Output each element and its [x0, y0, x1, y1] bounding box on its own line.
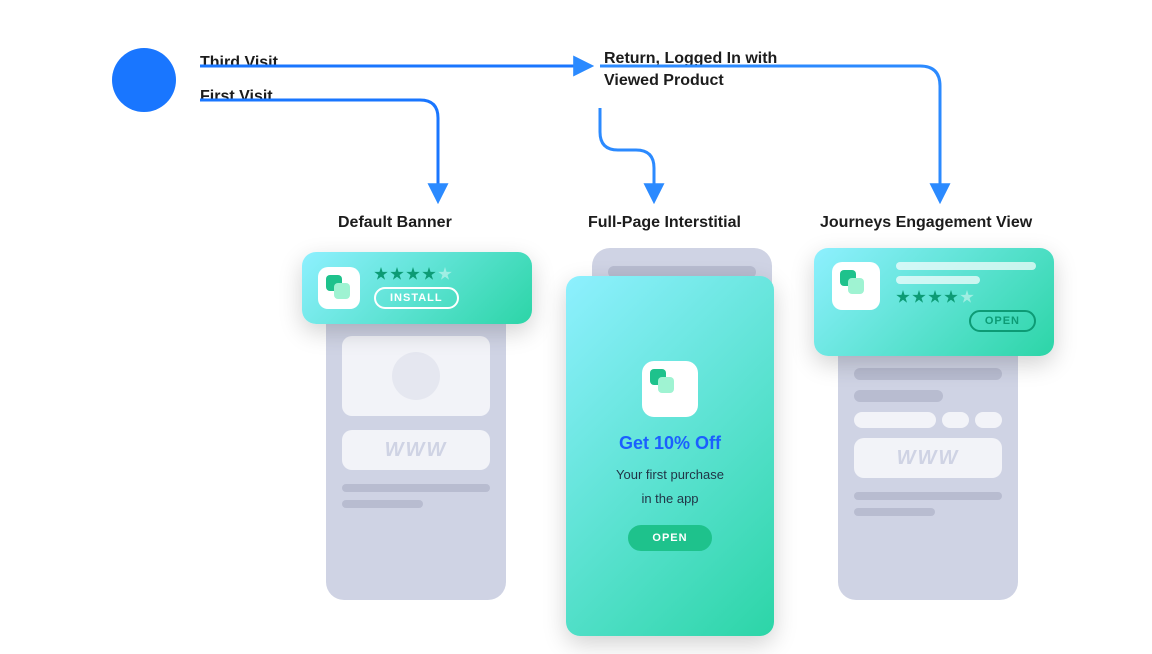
placeholder-line	[896, 276, 980, 284]
placeholder-image	[342, 336, 490, 416]
rating-stars	[896, 290, 1036, 304]
placeholder-line	[896, 262, 1036, 270]
interstitial-headline: Get 10% Off	[619, 433, 721, 454]
open-banner-card[interactable]: OPEN	[814, 248, 1054, 356]
placeholder-line	[342, 484, 490, 492]
user-origin-dot	[112, 48, 176, 112]
heading-default-banner: Default Banner	[338, 214, 452, 232]
return-to-fullpage	[600, 108, 654, 200]
app-icon	[318, 267, 360, 309]
placeholder-line	[342, 500, 423, 508]
www-placeholder: WWW	[854, 438, 1002, 478]
fullpage-interstitial-card[interactable]: Get 10% Off Your first purchase in the a…	[566, 276, 774, 636]
label-return-line1: Return, Logged In with	[604, 50, 777, 68]
open-button[interactable]: OPEN	[628, 525, 711, 551]
open-button[interactable]: OPEN	[969, 310, 1036, 332]
heading-journeys: Journeys Engagement View	[820, 214, 1032, 232]
label-return-line2: Viewed Product	[604, 72, 724, 90]
interstitial-sub1: Your first purchase	[616, 466, 724, 484]
label-third-visit: Third Visit	[200, 54, 278, 72]
app-icon	[832, 262, 880, 310]
first-visit-arrow	[200, 100, 438, 200]
rating-stars	[374, 267, 452, 281]
install-banner-card[interactable]: INSTALL	[302, 252, 532, 324]
placeholder-line	[854, 368, 1002, 380]
placeholder-line	[854, 492, 1002, 500]
placeholder-line	[854, 508, 935, 516]
www-placeholder: WWW	[342, 430, 490, 470]
interstitial-sub2: in the app	[641, 490, 698, 508]
app-icon	[642, 361, 698, 417]
placeholder-line	[854, 390, 943, 402]
placeholder-pills	[854, 412, 1002, 428]
heading-fullpage: Full-Page Interstitial	[588, 214, 741, 232]
install-button[interactable]: INSTALL	[374, 287, 459, 309]
label-first-visit: First Visit	[200, 88, 273, 106]
diagram-stage: Third Visit First Visit Return, Logged I…	[0, 0, 1152, 654]
